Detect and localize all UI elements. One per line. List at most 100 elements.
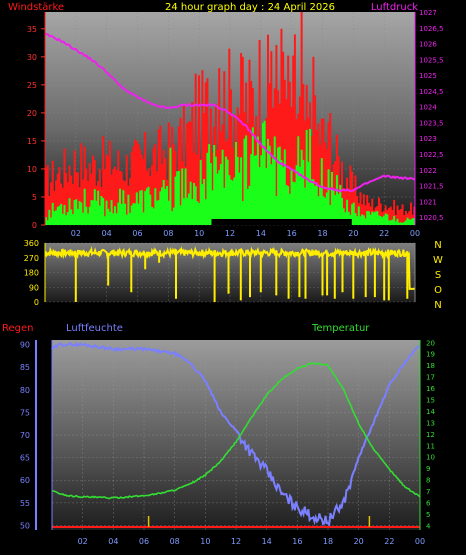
- gust-bar: [152, 147, 155, 225]
- x-tick-label: 14: [256, 229, 266, 238]
- gust-bar: [349, 165, 352, 225]
- wind-bar: [386, 214, 389, 225]
- bot-x-tick-label: 18: [323, 537, 333, 546]
- gust-bar: [292, 55, 295, 225]
- temp-y-tick-label: 14: [426, 408, 435, 416]
- gust-bar: [344, 188, 347, 225]
- gust-bar: [246, 123, 249, 225]
- gust-bar: [329, 112, 332, 225]
- gust-bar: [354, 175, 357, 225]
- wind-bar: [50, 217, 53, 225]
- wind-bar: [258, 167, 261, 225]
- wind-bar: [361, 214, 364, 225]
- wind-bar: [171, 211, 174, 225]
- temp-y-tick-label: 19: [426, 351, 435, 359]
- gust-bar: [204, 82, 207, 225]
- temp-y-tick-label: 5: [426, 511, 430, 519]
- wind-bar: [162, 179, 165, 225]
- wind-bar: [137, 203, 140, 225]
- wind-bar: [300, 149, 303, 225]
- y2-tick-label: 1022: [419, 167, 437, 175]
- gust-bar: [139, 149, 142, 225]
- gust-bar: [388, 207, 391, 225]
- gust-bar: [110, 174, 113, 225]
- gust-bar: [325, 149, 328, 225]
- wind-bar: [108, 211, 111, 225]
- gust-bar: [90, 173, 93, 225]
- wind-bar: [211, 190, 214, 225]
- x-tick-label: 22: [379, 229, 389, 238]
- wind-bar: [56, 206, 59, 225]
- gust-bar: [76, 172, 79, 225]
- wind-bar: [378, 215, 380, 225]
- wind-bar: [48, 209, 51, 225]
- wind-bar: [288, 193, 291, 225]
- temp-y-tick-label: 4: [426, 522, 431, 530]
- gust-bar: [201, 70, 204, 225]
- wind-bar: [174, 176, 177, 225]
- wind-bar: [347, 211, 350, 225]
- y2-tick-label: 1021,5: [419, 183, 444, 191]
- gust-bar: [130, 151, 133, 225]
- wind-bar: [404, 220, 407, 225]
- wind-bar: [401, 222, 404, 225]
- gust-bar: [233, 114, 236, 225]
- wind-bar: [312, 179, 315, 225]
- hum-y-tick-label: 50: [20, 521, 30, 530]
- wind-bar: [226, 159, 229, 225]
- wind-bar: [315, 182, 318, 225]
- gust-bar: [189, 121, 192, 225]
- wind-bar: [228, 175, 231, 225]
- gust-bar: [115, 170, 118, 225]
- wind-bar: [135, 192, 138, 225]
- wind-bar: [83, 188, 86, 225]
- gust-bar: [144, 131, 147, 225]
- dir-y-tick-label: 180: [24, 269, 39, 278]
- wind-bar: [327, 169, 330, 225]
- hum-y-tick-label: 60: [20, 476, 30, 485]
- compass-o-label: O: [434, 285, 442, 296]
- wind-bar: [388, 220, 391, 225]
- wind-bar: [278, 146, 281, 225]
- wind-bar: [351, 204, 354, 225]
- wind-bar: [342, 208, 345, 225]
- wind-bar: [110, 200, 113, 225]
- wind-bar: [166, 186, 169, 225]
- wind-bar: [66, 212, 69, 225]
- wind-bar: [393, 215, 396, 225]
- wind-bar: [204, 199, 207, 225]
- wind-bar: [82, 212, 84, 225]
- y2-tick-label: 1020,5: [419, 214, 444, 222]
- wind-bar: [372, 212, 375, 225]
- humidity-temperature-chart: 50 55 60 65 70 75 80 85 90 4 5 6 7 8 9 10 11 12 13 14 15 16 17…: [2, 323, 435, 546]
- wind-bar: [272, 155, 275, 225]
- wind-bar: [265, 168, 268, 225]
- y2-tick-label: 1027: [419, 9, 437, 17]
- temp-y-tick-label: 7: [426, 488, 430, 496]
- gust-bar: [65, 172, 68, 225]
- gust-bar: [389, 206, 392, 225]
- y2-tick-label: 1021: [419, 198, 437, 206]
- gust-bar: [359, 192, 362, 225]
- gust-bar: [267, 34, 269, 226]
- wind-bar: [282, 166, 285, 225]
- gust-bar: [341, 161, 343, 225]
- gust-bar: [230, 89, 232, 225]
- wind-bar: [250, 154, 253, 225]
- gust-bar: [322, 118, 325, 225]
- wind-bar: [98, 205, 101, 225]
- wind-bar: [283, 149, 286, 225]
- temp-y-tick-label: 6: [426, 500, 431, 508]
- wind-bar: [396, 218, 399, 225]
- rain-label: Regen: [2, 323, 34, 334]
- wind-bar: [219, 164, 222, 225]
- wind-bar: [124, 203, 127, 225]
- bot-x-tick-label: 16: [292, 537, 302, 546]
- gust-bar: [366, 195, 369, 225]
- wind-bar: [297, 136, 300, 225]
- gust-bar: [167, 122, 170, 225]
- temp-y-tick-label: 18: [426, 362, 435, 370]
- wind-bar: [194, 186, 197, 225]
- wind-bar: [389, 220, 392, 225]
- wind-bar: [292, 181, 295, 225]
